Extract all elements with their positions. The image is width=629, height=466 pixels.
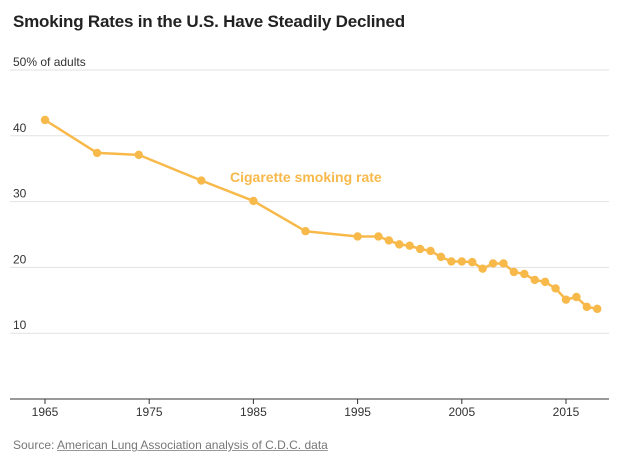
y-axis-tick-labels: 10 20 30 40 50% of adults xyxy=(13,55,86,332)
data-point xyxy=(426,246,435,256)
data-point xyxy=(457,257,466,266)
data-point xyxy=(197,176,206,185)
x-axis-ticks xyxy=(44,399,567,404)
data-point xyxy=(582,302,592,312)
data-point xyxy=(509,267,519,277)
x-tick-label: 1995 xyxy=(344,405,371,419)
data-point xyxy=(249,196,258,206)
x-tick-label: 1985 xyxy=(240,405,267,419)
data-points xyxy=(40,115,602,314)
x-tick-label: 1975 xyxy=(136,405,163,419)
y-tick-label: 10 xyxy=(13,318,27,332)
data-point xyxy=(520,269,529,279)
data-point xyxy=(405,241,414,250)
data-point xyxy=(447,257,456,266)
data-point xyxy=(436,252,446,262)
x-tick-label: 2005 xyxy=(448,405,475,419)
data-point xyxy=(499,259,508,268)
data-point xyxy=(301,227,310,236)
y-tick-label: 30 xyxy=(13,187,27,201)
data-point xyxy=(561,295,571,304)
data-point xyxy=(530,275,539,285)
chart-title: Smoking Rates in the U.S. Have Steadily … xyxy=(13,12,405,31)
data-point xyxy=(384,236,394,245)
data-point xyxy=(540,277,550,287)
data-point xyxy=(478,264,487,273)
source-link[interactable]: American Lung Association analysis of C.… xyxy=(57,438,328,452)
x-axis-tick-labels: 1965 1975 1985 1995 2005 2015 xyxy=(32,405,580,419)
data-point xyxy=(468,257,477,267)
data-point xyxy=(395,240,404,249)
data-point xyxy=(40,115,50,125)
gridlines xyxy=(10,69,609,334)
data-point xyxy=(92,148,102,158)
source-note: Source: American Lung Association analys… xyxy=(13,438,328,452)
x-tick-label: 1965 xyxy=(32,405,59,419)
series-label: Cigarette smoking rate xyxy=(230,169,382,185)
data-point xyxy=(353,232,362,241)
x-tick-label: 2015 xyxy=(553,405,580,419)
y-tick-label: 40 xyxy=(13,121,27,135)
data-point xyxy=(374,232,383,241)
data-point xyxy=(551,284,560,293)
data-point xyxy=(593,304,602,314)
y-tick-label: 50% of adults xyxy=(13,55,86,69)
data-point xyxy=(415,244,425,254)
source-label: Source: xyxy=(13,438,55,452)
series-line xyxy=(44,118,598,311)
data-point xyxy=(488,259,498,268)
data-point xyxy=(572,292,581,302)
y-tick-label: 20 xyxy=(13,252,27,266)
data-point xyxy=(134,150,143,160)
